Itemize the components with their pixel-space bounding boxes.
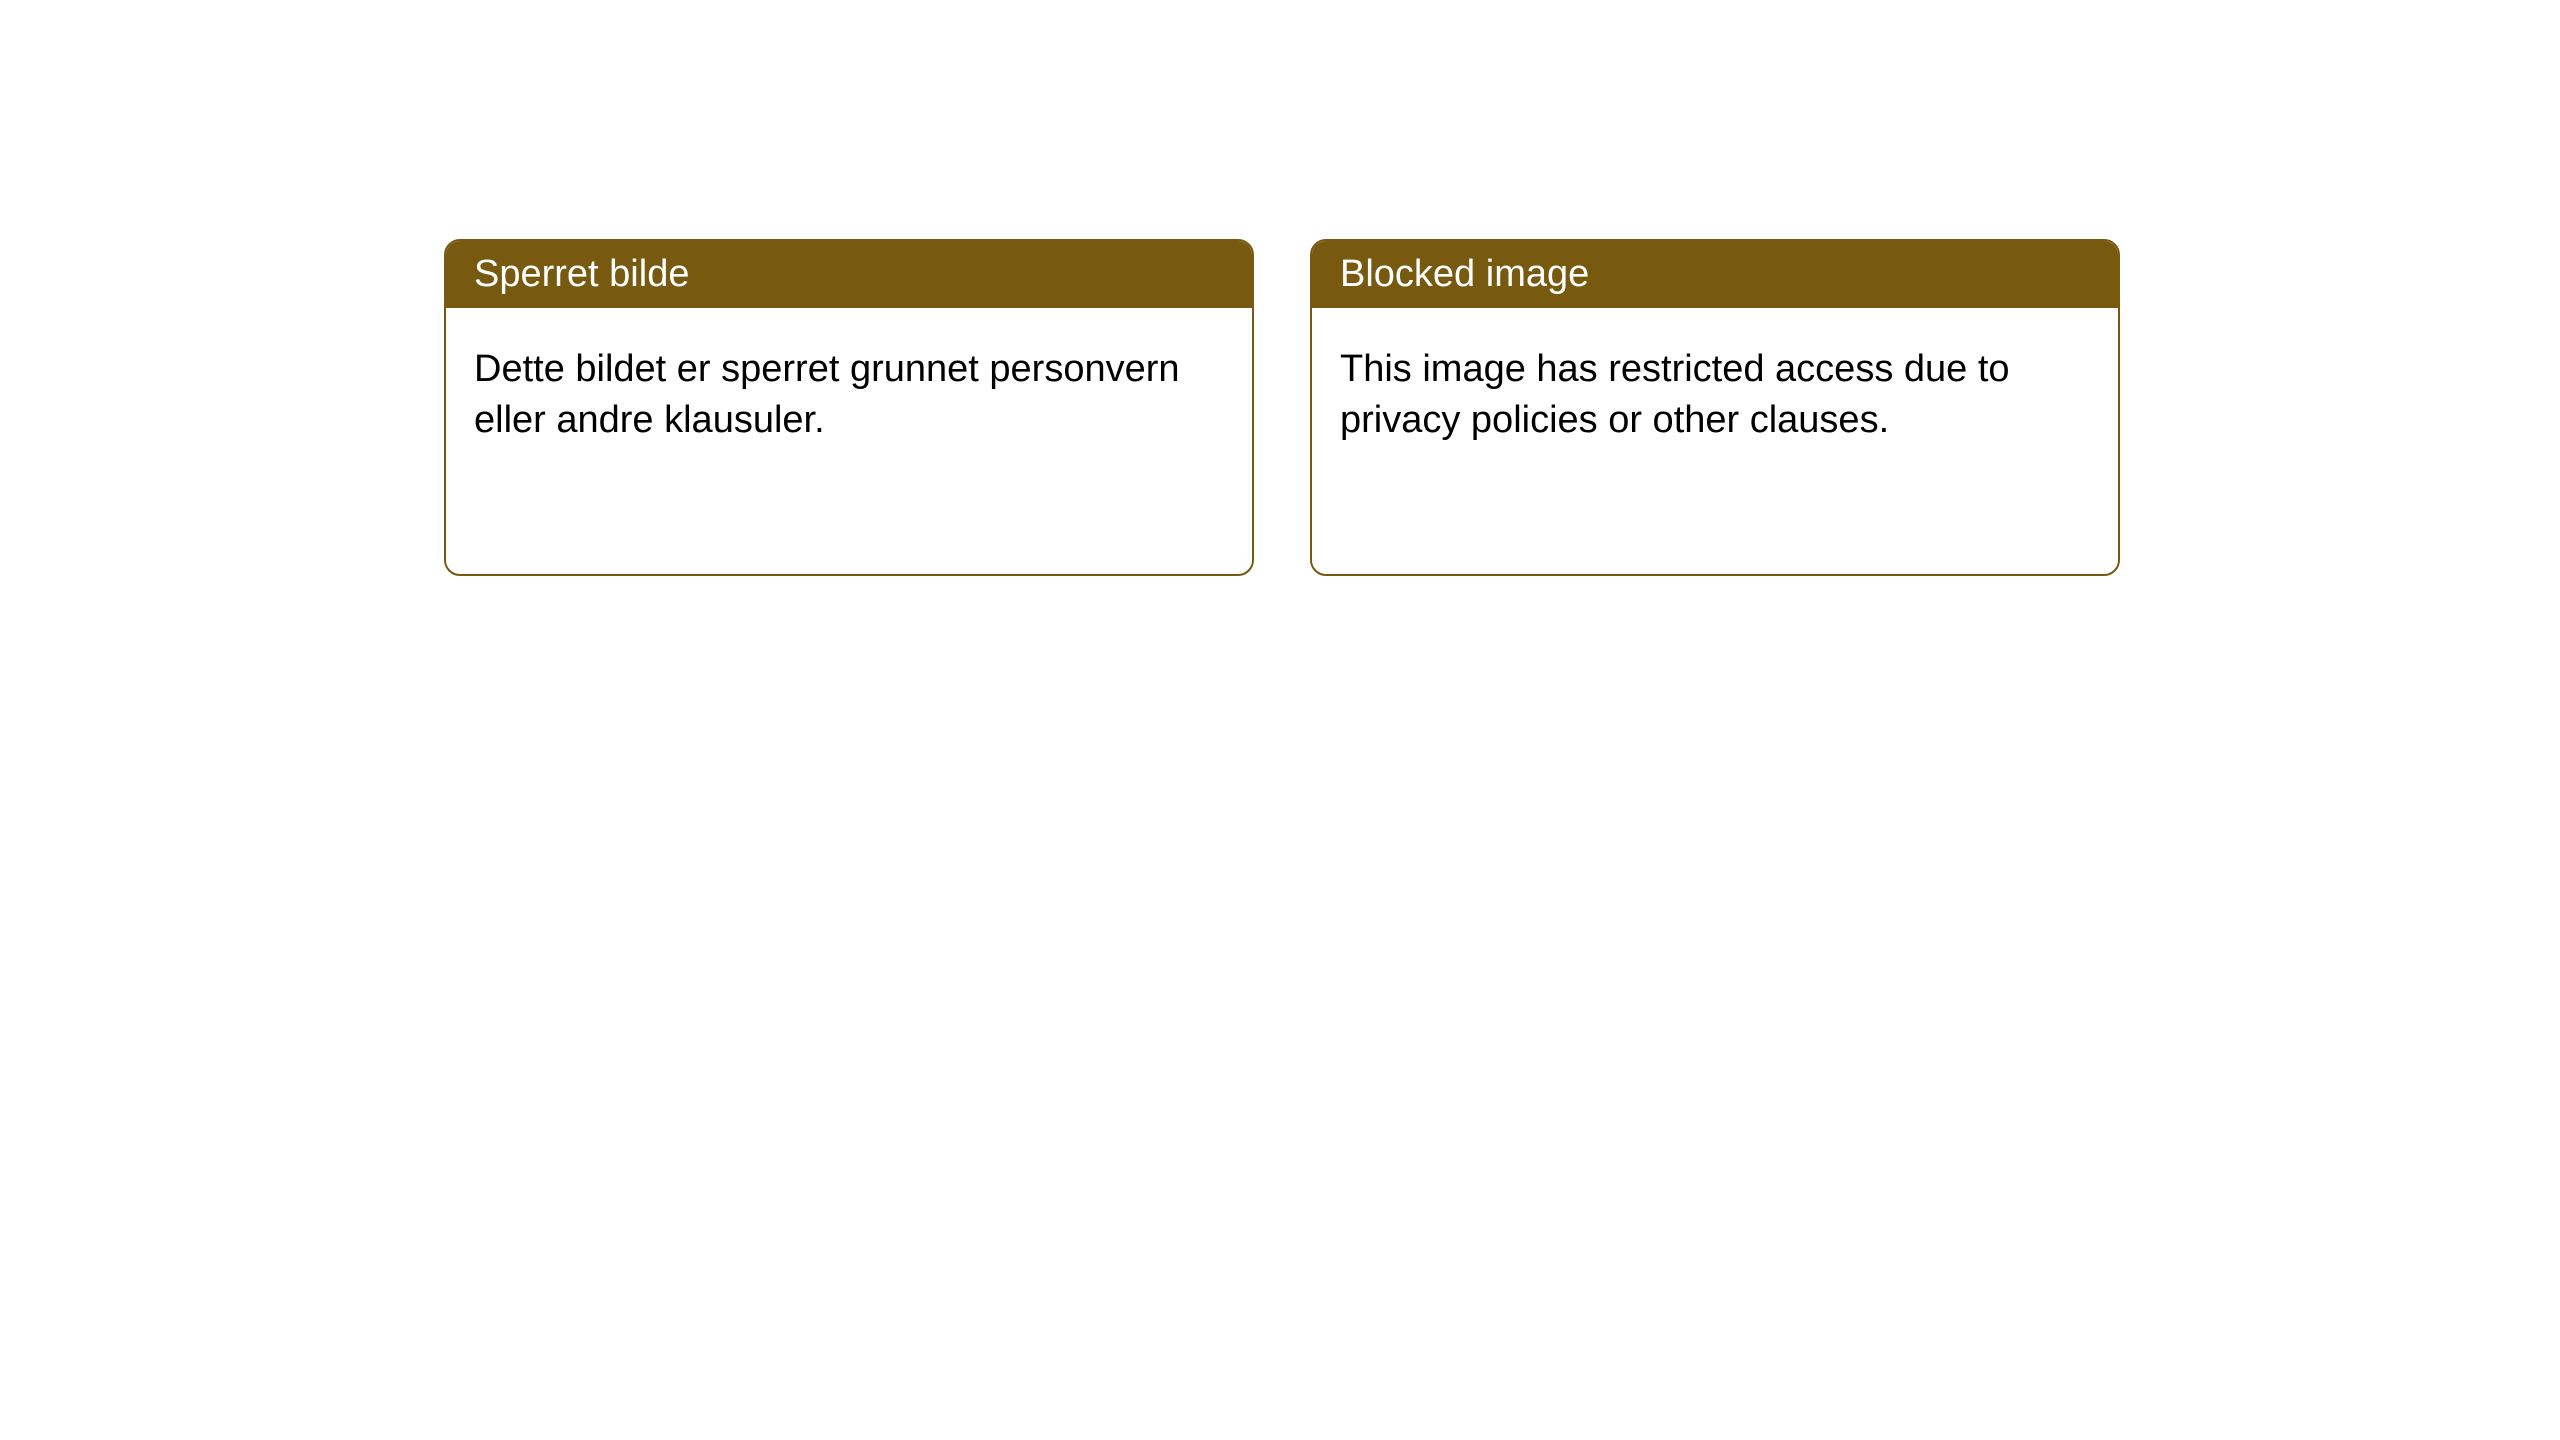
card-header: Sperret bilde <box>446 241 1252 308</box>
card-body-text: This image has restricted access due to … <box>1340 348 2010 441</box>
card-title: Sperret bilde <box>474 253 689 295</box>
blocked-image-card-no: Sperret bilde Dette bildet er sperret gr… <box>444 239 1254 576</box>
card-body: This image has restricted access due to … <box>1312 308 2118 483</box>
card-body-text: Dette bildet er sperret grunnet personve… <box>474 348 1180 441</box>
card-title: Blocked image <box>1340 253 1589 295</box>
card-body: Dette bildet er sperret grunnet personve… <box>446 308 1252 483</box>
cards-container: Sperret bilde Dette bildet er sperret gr… <box>0 0 2560 576</box>
blocked-image-card-en: Blocked image This image has restricted … <box>1310 239 2120 576</box>
card-header: Blocked image <box>1312 241 2118 308</box>
